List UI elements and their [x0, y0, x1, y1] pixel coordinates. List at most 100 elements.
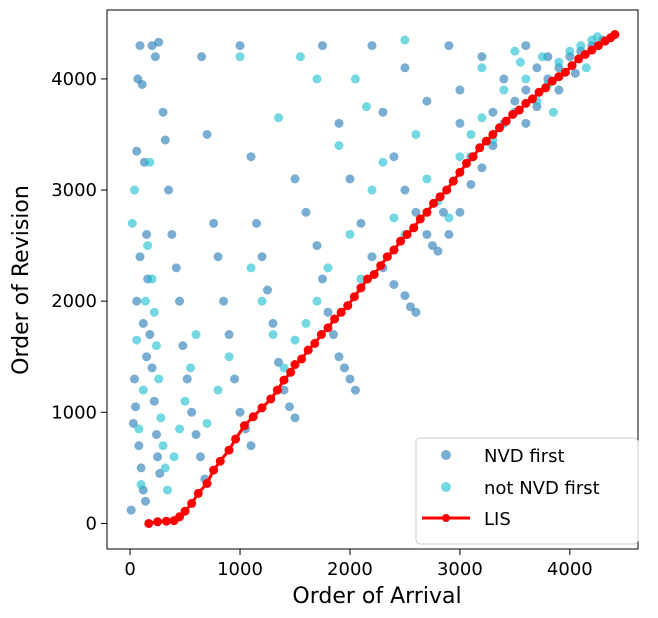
data-point-not-nvd-first [323, 263, 333, 273]
lis-point [323, 323, 333, 333]
lis-point [448, 176, 458, 186]
data-point-nvd-first [191, 430, 201, 440]
data-point-not-nvd-first [268, 330, 278, 340]
data-point-nvd-first [128, 418, 138, 428]
data-point-nvd-first [400, 291, 410, 301]
lis-point [560, 67, 570, 77]
data-point-nvd-first [290, 413, 300, 423]
data-point-not-nvd-first [140, 296, 150, 306]
data-point-nvd-first [142, 352, 152, 362]
y-tick-label: 0 [86, 513, 97, 534]
lis-point [187, 498, 197, 508]
lis-point [330, 314, 340, 324]
data-point-not-nvd-first [499, 85, 509, 95]
lis-point [514, 105, 524, 115]
data-point-nvd-first [167, 229, 177, 239]
lis-point [316, 330, 326, 340]
data-point-nvd-first [182, 374, 192, 384]
lis-point [343, 301, 353, 311]
legend-label-nvd-first: NVD first [484, 446, 565, 467]
legend-box [415, 437, 639, 545]
data-point-nvd-first [151, 430, 161, 440]
data-point-not-nvd-first [301, 318, 311, 328]
data-point-not-nvd-first [400, 35, 410, 45]
data-point-nvd-first [521, 118, 531, 128]
data-point-not-nvd-first [444, 213, 454, 223]
x-tick-label: 1000 [217, 559, 263, 580]
data-point-nvd-first [356, 218, 366, 228]
lis-point [382, 252, 392, 262]
series-nvd-first [126, 35, 608, 515]
data-point-not-nvd-first [466, 129, 476, 139]
lis-point [508, 109, 518, 119]
data-point-nvd-first [312, 241, 322, 251]
data-point-not-nvd-first [149, 307, 159, 317]
data-point-nvd-first [252, 218, 262, 228]
data-point-not-nvd-first [334, 141, 344, 151]
lis-point [593, 41, 603, 51]
data-point-not-nvd-first [213, 385, 223, 395]
data-point-nvd-first [455, 207, 465, 217]
lis-point [435, 192, 445, 202]
data-point-nvd-first [246, 152, 256, 162]
data-point-nvd-first [411, 207, 421, 217]
lis-point [527, 94, 537, 104]
data-point-nvd-first [224, 330, 234, 340]
data-point-not-nvd-first [132, 335, 142, 345]
data-point-nvd-first [334, 118, 344, 128]
lis-point [481, 136, 491, 146]
data-point-nvd-first [455, 118, 465, 128]
y-axis-label: Order of Revision [9, 185, 34, 375]
data-point-nvd-first [400, 63, 410, 73]
data-point-nvd-first [284, 402, 294, 412]
data-point-not-nvd-first [576, 41, 586, 51]
data-point-not-nvd-first [175, 424, 185, 434]
data-point-nvd-first [328, 330, 338, 340]
lis-point [554, 72, 564, 82]
data-point-nvd-first [126, 505, 136, 515]
data-point-nvd-first [149, 396, 159, 406]
data-point-nvd-first [339, 363, 349, 373]
lis-point [153, 517, 163, 527]
lis-point [541, 83, 551, 93]
data-point-not-nvd-first [455, 152, 465, 162]
data-point-not-nvd-first [581, 63, 591, 73]
data-point-nvd-first [427, 241, 437, 251]
lis-point [209, 465, 219, 475]
lis-point [580, 49, 590, 59]
data-point-not-nvd-first [477, 113, 487, 123]
lis-point [402, 229, 412, 239]
lis-point [461, 158, 471, 168]
legend-marker-not-nvd-first [441, 482, 451, 492]
legend-label-lis: LIS [484, 509, 511, 530]
data-point-not-nvd-first [156, 413, 166, 423]
lis-point [429, 198, 439, 208]
lis-point [257, 403, 267, 413]
lis-point [297, 354, 307, 364]
data-point-nvd-first [345, 174, 355, 184]
lis-point [144, 518, 154, 528]
data-point-not-nvd-first [312, 296, 322, 306]
data-point-not-nvd-first [274, 113, 284, 123]
data-point-nvd-first [134, 441, 144, 451]
y-tick-label: 3000 [51, 180, 97, 201]
data-point-nvd-first [350, 385, 360, 395]
lis-point [303, 345, 313, 355]
data-point-nvd-first [137, 79, 147, 89]
data-point-nvd-first [466, 179, 476, 189]
data-point-nvd-first [135, 41, 145, 51]
y-tick-label: 1000 [51, 402, 97, 423]
data-point-not-nvd-first [136, 480, 146, 490]
lis-point [239, 421, 249, 431]
data-point-nvd-first [554, 85, 564, 95]
data-point-nvd-first [433, 246, 443, 256]
lis-point [175, 512, 185, 522]
lis-point [468, 152, 478, 162]
data-point-nvd-first [164, 185, 174, 195]
data-point-not-nvd-first [290, 335, 300, 345]
data-point-nvd-first [132, 296, 142, 306]
lis-point [415, 214, 425, 224]
data-point-not-nvd-first [143, 241, 153, 251]
lis-point [376, 261, 386, 271]
data-point-nvd-first [488, 107, 498, 117]
